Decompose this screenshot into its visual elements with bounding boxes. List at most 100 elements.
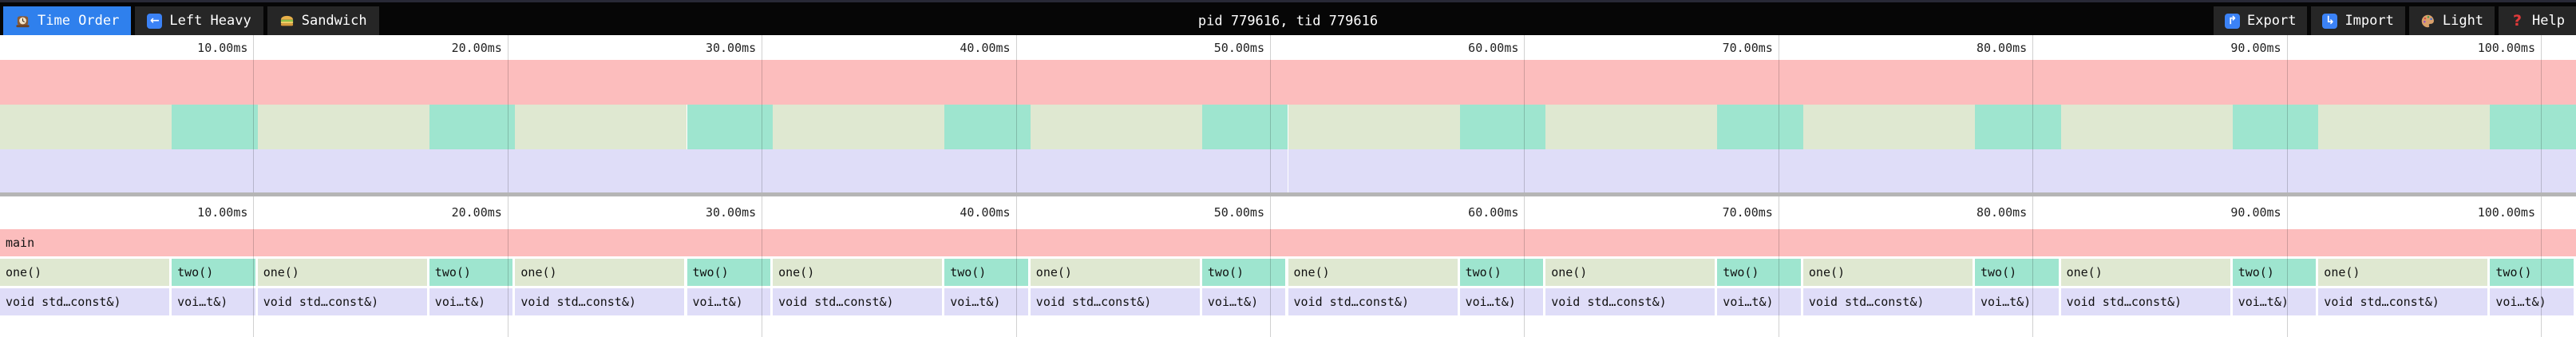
flame-frame-leaf[interactable]: void std…const&) [2318, 288, 2488, 315]
minimap-frame-two[interactable] [944, 105, 1031, 149]
minimap-frame-two[interactable] [1717, 105, 1803, 149]
flame-frame-one[interactable]: one() [2318, 259, 2488, 286]
flame-frame-leaf[interactable]: void std…const&) [1288, 288, 1458, 315]
tick-label: 20.00ms [451, 204, 502, 220]
flame-frame-two[interactable]: two() [687, 259, 771, 286]
theme-toggle-button[interactable]: Light [2408, 6, 2495, 35]
minimap-frame-one[interactable] [0, 105, 172, 149]
flame-frame-leaf[interactable]: void std…const&) [1802, 288, 1973, 315]
minimap-main-band[interactable] [0, 60, 2576, 105]
flame-frame-leaf[interactable]: voi…t&) [2232, 288, 2317, 315]
minimap-leaf-band[interactable] [2318, 149, 2576, 192]
flame-frame-leaf[interactable]: voi…t&) [1717, 288, 1801, 315]
minimap-leaf-band[interactable] [2060, 149, 2319, 192]
flame-frame-one[interactable]: one() [1802, 259, 1973, 286]
minimap-leaf-band[interactable] [773, 149, 1031, 192]
minimap-frame-one[interactable] [1545, 105, 1718, 149]
minimap-leaf-band[interactable] [0, 149, 258, 192]
flame-frame-leaf[interactable]: void std…const&) [0, 288, 170, 315]
tab-label: Left Heavy [169, 13, 251, 29]
minimap-frame-one[interactable] [257, 105, 429, 149]
flame-frame-two[interactable]: two() [1975, 259, 2059, 286]
gridline [2541, 35, 2542, 192]
minimap-frame-one[interactable] [1030, 105, 1202, 149]
flame-frame-leaf[interactable]: voi…t&) [687, 288, 771, 315]
flame-frame-one[interactable]: one() [1288, 259, 1458, 286]
flame-frame-one[interactable]: one() [515, 259, 685, 286]
flame-frame-leaf[interactable]: voi…t&) [944, 288, 1028, 315]
tab-left-heavy[interactable]: ← Left Heavy [135, 6, 263, 35]
minimap-frame-one[interactable] [515, 105, 687, 149]
flame-frame-one[interactable]: one() [0, 259, 170, 286]
minimap-frame-one[interactable] [2060, 105, 2233, 149]
flame-frame-leaf[interactable]: void std…const&) [1030, 288, 1200, 315]
tick-label: 70.00ms [1722, 40, 1773, 55]
tab-time-order[interactable]: Time Order [3, 6, 132, 35]
minimap-frame-two[interactable] [1201, 105, 1288, 149]
minimap-leaf-band[interactable] [1545, 149, 1803, 192]
tick-label: 100.00ms [2477, 204, 2535, 220]
tick-label: 50.00ms [1213, 204, 1264, 220]
flame-frame-one[interactable]: one() [773, 259, 943, 286]
flame-frame-one[interactable]: one() [1545, 259, 1715, 286]
gridline [1524, 196, 1525, 337]
flame-frame-leaf[interactable]: voi…t&) [429, 288, 513, 315]
flame-frame-leaf[interactable]: voi…t&) [1201, 288, 1286, 315]
minimap-frame-one[interactable] [1288, 105, 1460, 149]
tab-sandwich[interactable]: Sandwich [267, 6, 379, 35]
minimap-frame-two[interactable] [1459, 105, 1546, 149]
minimap-frame-two[interactable] [2490, 105, 2576, 149]
flame-frame-two[interactable]: two() [429, 259, 513, 286]
tick-label: 60.00ms [1468, 204, 1519, 220]
minimap-frame-two[interactable] [687, 105, 774, 149]
flame-frame-leaf[interactable]: voi…t&) [172, 288, 255, 315]
gridline [2541, 196, 2542, 337]
minimap-leaf-band[interactable] [1030, 149, 1288, 192]
minimap-leaf-band[interactable] [257, 149, 516, 192]
minimap-leaf-band[interactable] [515, 149, 774, 192]
export-button[interactable]: ↱ Export [2214, 6, 2308, 35]
gridline [1524, 35, 1525, 192]
flame-frame-two[interactable]: two() [1201, 259, 1286, 286]
flame-frame-leaf[interactable]: voi…t&) [2490, 288, 2574, 315]
minimap-leaf-band[interactable] [1802, 149, 2061, 192]
minimap-frame-one[interactable] [2318, 105, 2491, 149]
flame-frame-two[interactable]: two() [944, 259, 1028, 286]
sandwich-icon [279, 14, 295, 29]
minimap-frame-two[interactable] [2232, 105, 2319, 149]
minimap[interactable]: 10.00ms 20.00ms 30.00ms 40.00ms 50.00ms 60.00… [0, 35, 2576, 192]
minimap-frame-two[interactable] [1975, 105, 2061, 149]
flame-frame-one[interactable]: one() [257, 259, 427, 286]
flame-frame-leaf[interactable]: voi…t&) [1975, 288, 2059, 315]
flame-frame-one[interactable]: one() [2060, 259, 2230, 286]
help-button[interactable]: ? Help [2499, 6, 2576, 35]
flamechart[interactable]: 10.00ms 20.00ms 30.00ms 40.00ms 50.00ms 60.00… [0, 196, 2576, 337]
flame-frame-two[interactable]: two() [2490, 259, 2574, 286]
minimap-frame-two[interactable] [429, 105, 516, 149]
flame-frame-leaf[interactable]: void std…const&) [515, 288, 685, 315]
flame-frame-leaf[interactable]: void std…const&) [2060, 288, 2230, 315]
minimap-frame-one[interactable] [1802, 105, 1975, 149]
flame-frame-two[interactable]: two() [1717, 259, 1801, 286]
minimap-splitter[interactable] [0, 192, 2576, 196]
action-label: Help [2532, 13, 2565, 29]
minimap-frame-one[interactable] [773, 105, 945, 149]
minimap-frame-two[interactable] [172, 105, 258, 149]
minimap-leaf-band[interactable] [1288, 149, 1546, 192]
flame-frame-leaf[interactable]: void std…const&) [257, 288, 427, 315]
tick-label: 80.00ms [1976, 204, 2028, 220]
flame-frame-one[interactable]: one() [1030, 259, 1200, 286]
tab-label: Sandwich [301, 13, 367, 29]
import-button[interactable]: ↳ Import [2311, 6, 2405, 35]
left-arrow-icon: ← [147, 13, 163, 29]
flame-frame-two[interactable]: two() [172, 259, 255, 286]
palette-icon [2420, 14, 2436, 29]
flame-frame-main[interactable]: main [0, 229, 2576, 256]
flame-frame-leaf[interactable]: voi…t&) [1459, 288, 1544, 315]
flame-frame-leaf[interactable]: void std…const&) [1545, 288, 1715, 315]
tick-label: 10.00ms [197, 204, 248, 220]
tick-label: 40.00ms [960, 40, 1011, 55]
flame-frame-leaf[interactable]: void std…const&) [773, 288, 943, 315]
flame-frame-two[interactable]: two() [2232, 259, 2317, 286]
flame-frame-two[interactable]: two() [1459, 259, 1544, 286]
